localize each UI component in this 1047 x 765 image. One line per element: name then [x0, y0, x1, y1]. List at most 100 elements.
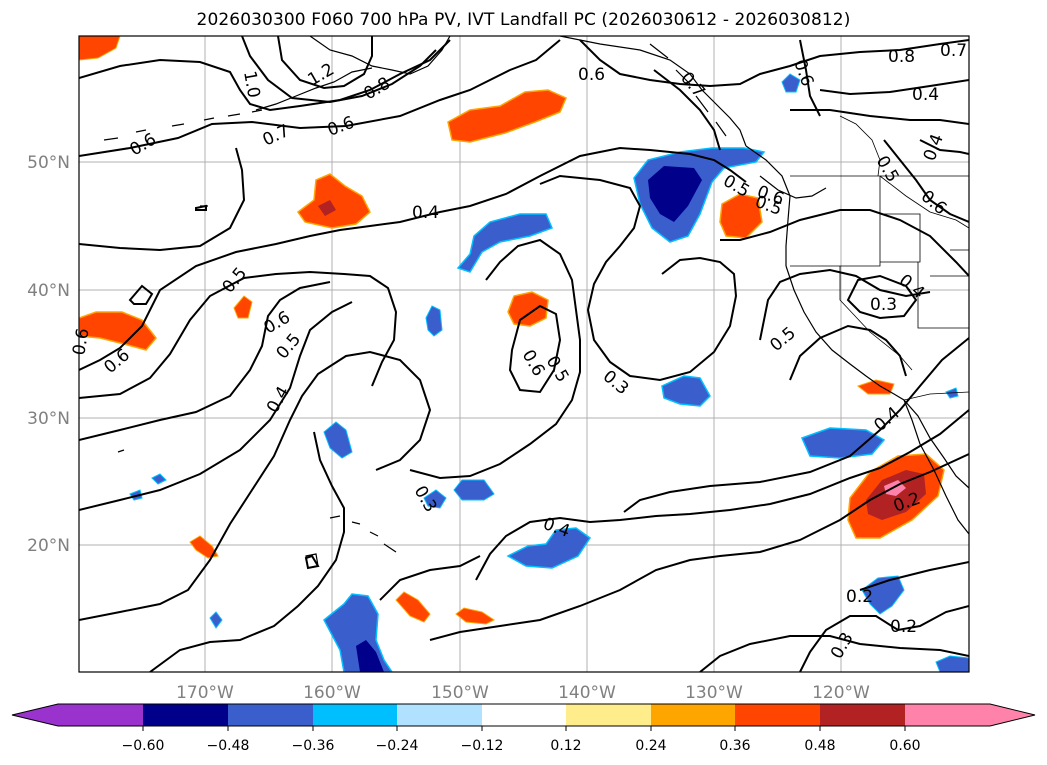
contour-label: 0.6 [69, 327, 93, 357]
border-us-mexico [903, 391, 969, 401]
border-state [879, 175, 969, 229]
border-state [839, 115, 881, 177]
coastline-panhandle-islands [649, 43, 727, 137]
negative-anomaly [453, 479, 495, 501]
positive-anomaly [296, 173, 371, 229]
lat-label: 40°N [27, 281, 70, 301]
pv-contour [789, 324, 907, 381]
positive-anomaly-strong [318, 200, 336, 216]
colorbar-outline [11, 703, 1036, 727]
pv-contour [241, 36, 437, 104]
pv-contour [759, 268, 931, 341]
pv-contour [79, 147, 246, 252]
pv-contour [128, 284, 154, 305]
colorbar-segment [397, 704, 482, 726]
pv-contour [653, 69, 721, 151]
negative-anomaly [323, 421, 353, 459]
contour-label: 0.3 [870, 295, 897, 315]
negative-anomaly [506, 527, 592, 569]
contour-label: 0.4 [412, 203, 439, 223]
colorbar-segment [482, 704, 566, 726]
pv-contour [475, 409, 969, 581]
colorbar-segment [143, 704, 228, 726]
pv-contour [799, 39, 821, 117]
negative-anomaly [209, 611, 223, 629]
colorbar-tick-label: 0.48 [804, 738, 835, 754]
map-frame [78, 35, 970, 673]
pv-contour [799, 605, 969, 672]
lon-label: 120°W [812, 683, 870, 703]
pv-contour [919, 139, 969, 155]
lat-label: 20°N [27, 536, 70, 556]
contour-label: 1.0 [239, 69, 263, 99]
pv-contour [539, 174, 738, 382]
colorbar-tick-label: 0.12 [550, 738, 581, 754]
contour-label: 0.2 [890, 617, 917, 637]
border-state [839, 266, 913, 371]
colorbar-segment [58, 704, 143, 726]
political-borders [790, 115, 969, 401]
pv-contour [277, 36, 373, 90]
coastline-hawaiian-islands [329, 515, 397, 553]
contour-label: 0.2 [846, 587, 873, 607]
pv-contours [79, 36, 969, 672]
border-state [917, 262, 969, 329]
lon-label: 150°W [431, 683, 489, 703]
coastline-alaska [309, 36, 451, 75]
coastline-vancouver-island [759, 175, 827, 199]
pv-contour [304, 554, 320, 570]
positive-anomaly [79, 311, 157, 351]
pv-contour [379, 555, 481, 601]
coastline-california [785, 265, 969, 489]
pv-contour [79, 281, 331, 441]
negative-anomaly [800, 427, 886, 459]
map-area [79, 36, 969, 672]
border-state [930, 249, 969, 277]
colorbar-segment [651, 704, 735, 726]
pv-contour [883, 139, 969, 223]
pv-contour [623, 337, 969, 513]
pv-contour [149, 431, 345, 672]
colorbar-extend-max [990, 704, 1035, 726]
negative-anomaly [423, 489, 447, 509]
pv-contour [846, 274, 918, 320]
colorbar-tick-label: −0.36 [292, 738, 335, 754]
border-state [790, 214, 881, 267]
positive-anomaly [447, 89, 567, 143]
colorbar-tick-label: 0.24 [635, 738, 666, 754]
pv-contour [409, 238, 581, 480]
lon-label: 130°W [685, 683, 743, 703]
lon-label: 140°W [558, 683, 616, 703]
colorbar-segment [735, 704, 820, 726]
positive-anomaly [395, 591, 431, 623]
negative-anomaly [935, 655, 969, 672]
pv-contour [720, 209, 969, 277]
colorbar-tick-label: −0.48 [207, 738, 250, 754]
negative-anomaly [425, 305, 443, 337]
pv-contour [429, 453, 969, 641]
coastline-aleutians [103, 109, 263, 141]
colorbar-tick-label: −0.24 [376, 738, 419, 754]
colorbar-tick-label: 0.60 [889, 738, 920, 754]
pv-contour [508, 304, 562, 394]
pv-contour [79, 301, 353, 511]
positive-anomaly [233, 295, 253, 319]
lon-label: 160°W [303, 683, 361, 703]
pv-contour [195, 204, 207, 211]
contour-label: 0.6 [578, 65, 605, 85]
pv-contour [79, 350, 432, 621]
colorbar-tick-label: 0.36 [719, 738, 750, 754]
coastline-gulf-of-alaska [559, 36, 747, 147]
pv-contour [579, 39, 969, 88]
contour-label: 0.8 [888, 47, 915, 67]
colorbar: −0.60 −0.48 −0.36 −0.24 −0.12 0.12 0.24 … [11, 703, 1036, 754]
negative-anomaly-strong [648, 166, 702, 222]
contour-label: 0.7 [940, 41, 967, 61]
colorbar-tick-label: −0.60 [122, 738, 165, 754]
negative-anomaly [781, 73, 801, 93]
negative-anomaly-strong [356, 640, 384, 672]
lat-label: 50°N [27, 153, 70, 173]
pv-contour [819, 79, 969, 96]
